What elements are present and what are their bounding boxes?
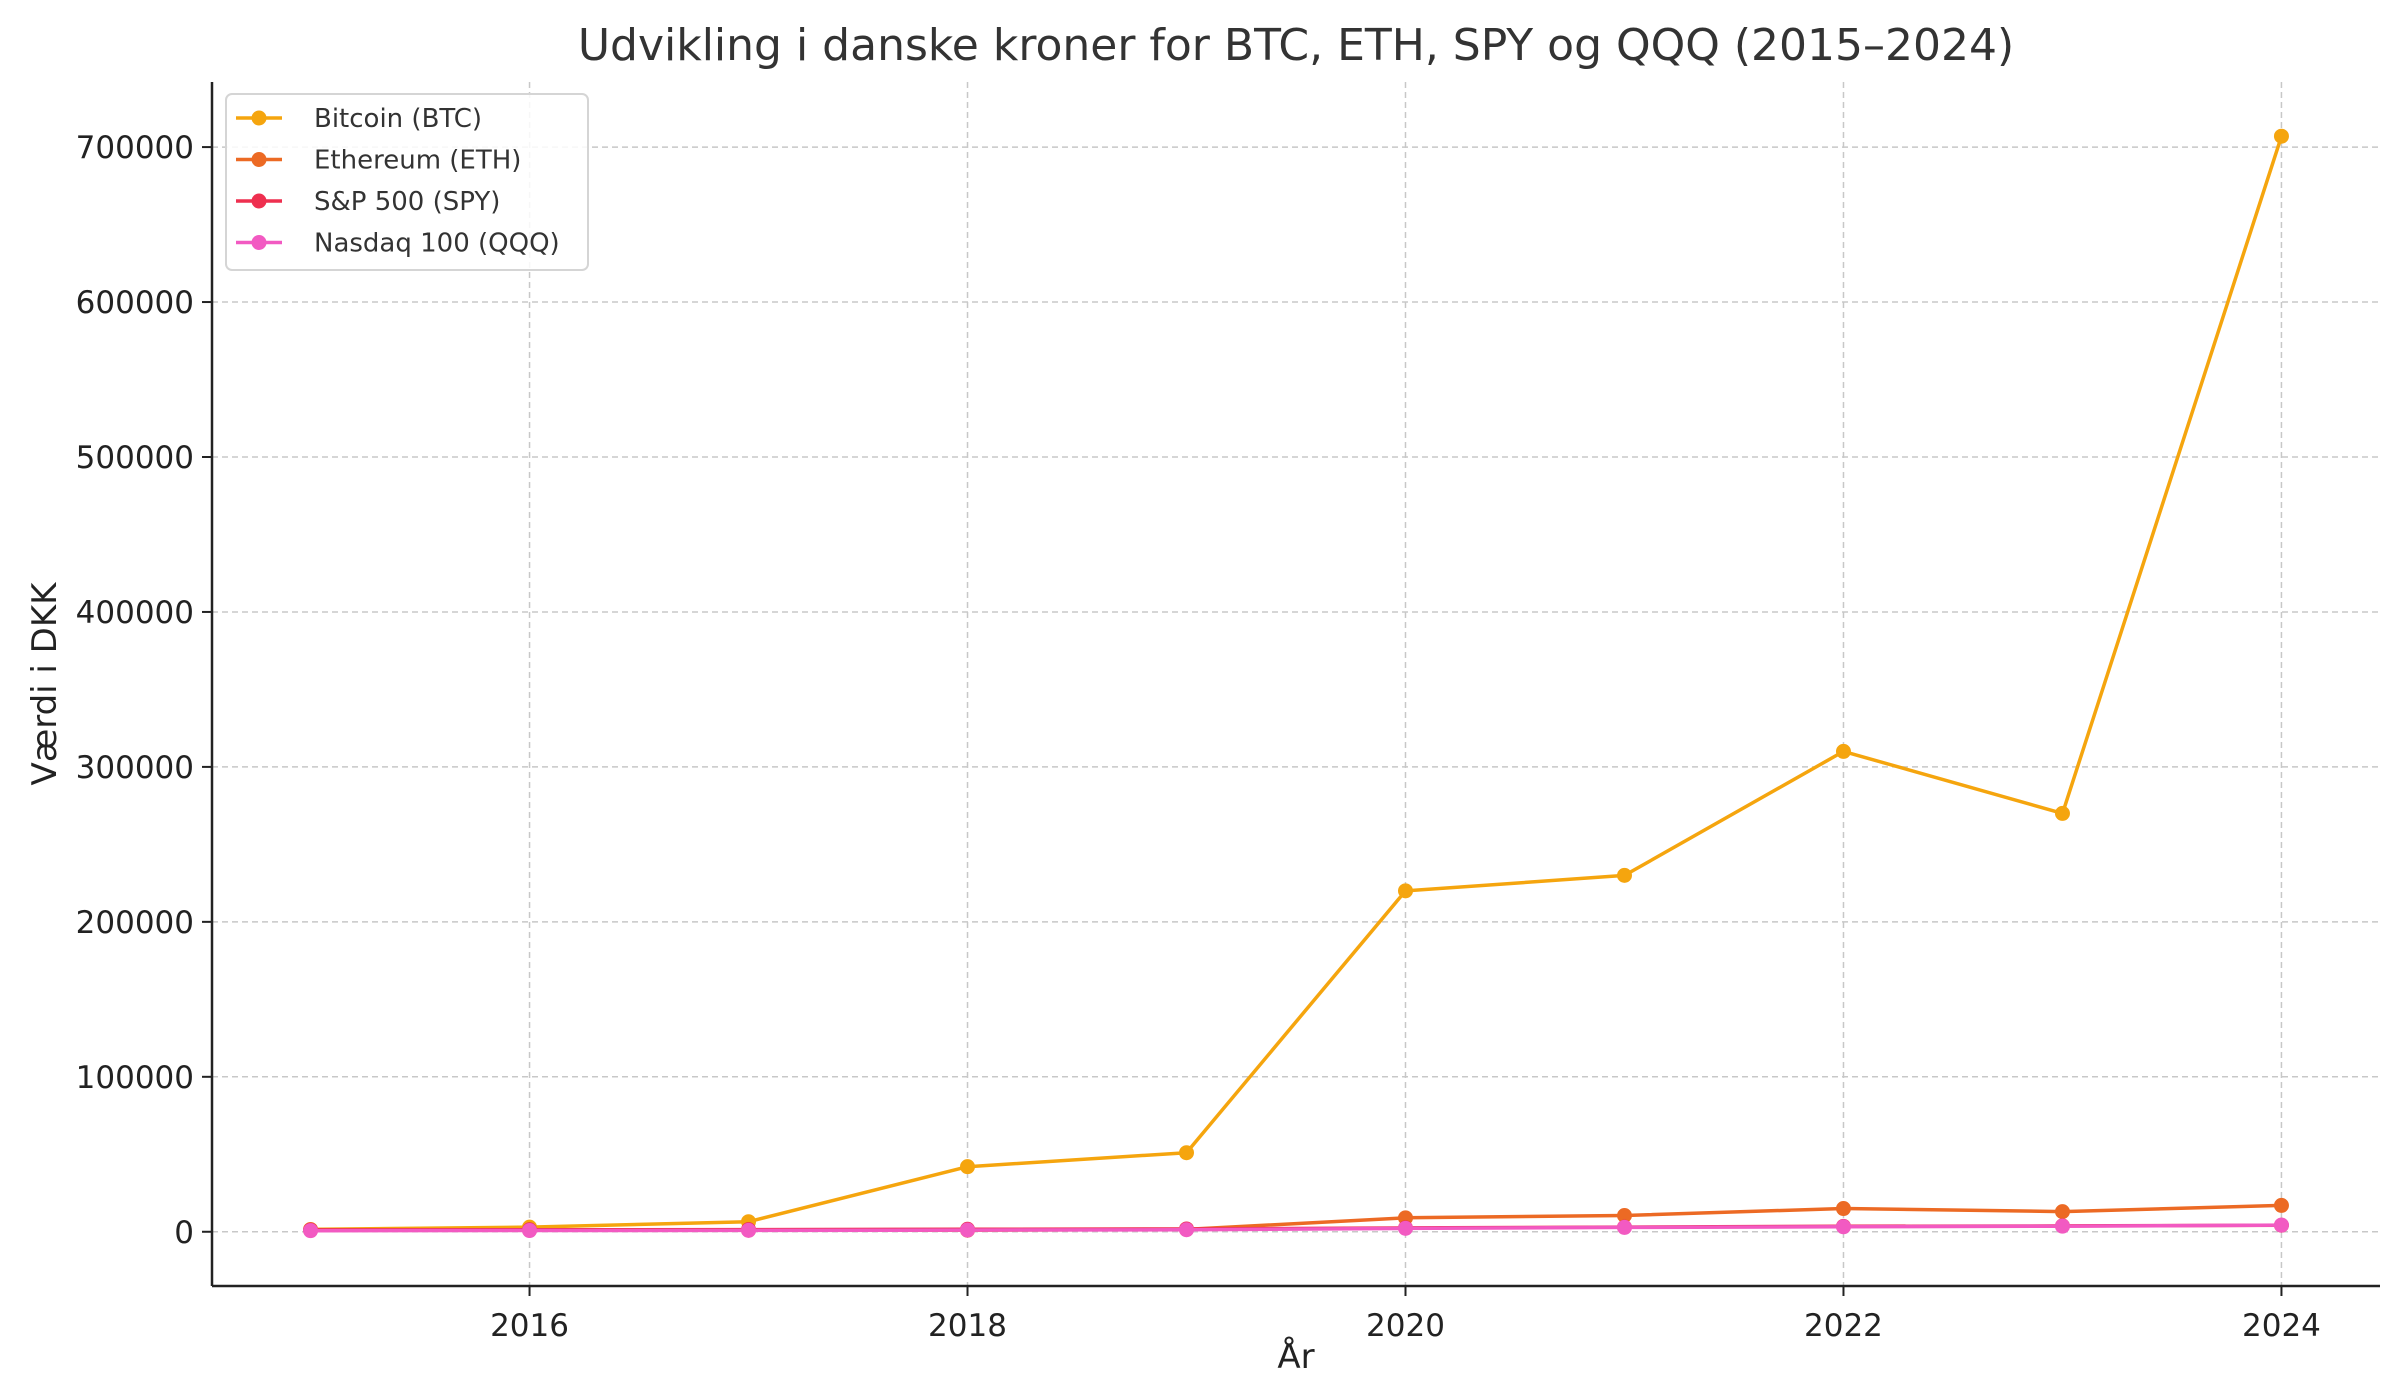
legend-entry-label: S&P 500 (SPY) (314, 187, 500, 217)
y-axis-label: Værdi i DKK (25, 581, 65, 786)
data-point (1616, 1207, 1632, 1223)
chart-title: Udvikling i danske kroner for BTC, ETH, … (578, 20, 2014, 71)
x-tick-label: 2024 (2242, 1308, 2321, 1344)
y-tick-label: 600000 (76, 285, 194, 321)
y-tick-label: 500000 (76, 440, 194, 476)
data-point (2054, 1204, 2070, 1220)
data-point (960, 1159, 976, 1175)
legend-swatch-marker (251, 235, 267, 250)
data-point (1397, 1220, 1413, 1236)
axes-layer (210, 82, 2380, 1288)
data-point (960, 1222, 976, 1238)
x-axis-label: År (1277, 1336, 1314, 1377)
data-point (2273, 1217, 2289, 1233)
data-point (1616, 1219, 1632, 1235)
x-tick-label: 2020 (1366, 1308, 1445, 1344)
series-line (310, 1223, 2282, 1233)
ticks-layer: 2016 2018 2020 2022 2024 0 100000 200000 300000 4… (76, 130, 2321, 1344)
legend-entry-label: Ethereum (ETH) (314, 146, 521, 176)
legend-box (225, 93, 589, 271)
data-point (1397, 883, 1413, 899)
data-point (522, 1223, 538, 1239)
data-point (2054, 1218, 2070, 1234)
x-tick-label: 2022 (1804, 1308, 1883, 1344)
legend-swatch-marker (251, 110, 267, 126)
data-point (1179, 1145, 1195, 1161)
data-point (1616, 867, 1632, 883)
legend-swatch-marker (251, 152, 267, 167)
data-point (2273, 1197, 2289, 1213)
y-tick-label: 700000 (76, 130, 194, 166)
data-point (303, 1223, 319, 1239)
series-line (310, 135, 2284, 1232)
y-tick-label: 200000 (76, 905, 194, 941)
data-point (1835, 743, 1851, 759)
x-tick-label: 2016 (490, 1308, 569, 1344)
legend-entry-label: Bitcoin (BTC) (314, 104, 482, 134)
y-tick-label: 300000 (76, 750, 194, 786)
y-tick-label: 0 (174, 1215, 194, 1251)
data-point (2054, 805, 2070, 821)
y-tick-label: 400000 (76, 595, 194, 631)
y-tick-label: 100000 (76, 1060, 194, 1096)
legend-swatch-marker (251, 193, 267, 209)
data-point (741, 1222, 757, 1238)
series-group (303, 1217, 2289, 1239)
series-group (303, 128, 2289, 1237)
legend: Bitcoin (BTC) Ethereum (ETH) S&P 500 (SPY)… (225, 93, 589, 271)
data-point (2273, 128, 2289, 144)
x-tick-label: 2018 (928, 1308, 1007, 1344)
legend-entry-label: Nasdaq 100 (QQQ) (314, 229, 560, 259)
data-point (1179, 1222, 1195, 1238)
data-point (1835, 1201, 1851, 1217)
data-point (1835, 1219, 1851, 1235)
series-layer (303, 128, 2289, 1239)
